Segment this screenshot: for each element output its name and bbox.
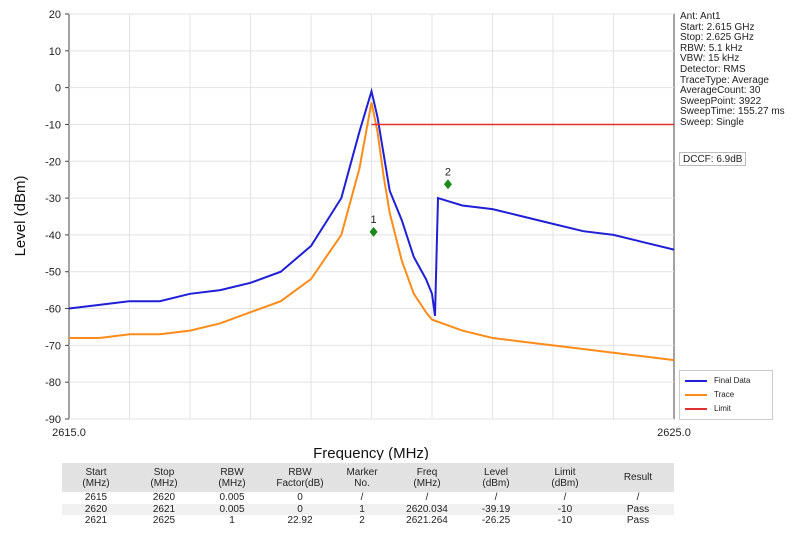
table-header-row: Start (MHz) Stop (MHz) RBW (MHz) RBW Factor(dB)… — [62, 463, 674, 492]
table-cell: -26.25 — [481, 515, 511, 527]
grid-lines — [69, 13, 674, 420]
table-cell: 2625 — [152, 515, 176, 527]
table-cell: / — [636, 492, 640, 504]
legend-label: Trace — [714, 390, 735, 399]
series-line-1 — [68, 87, 675, 317]
table-header-cell: Freq (MHz) — [390, 463, 464, 492]
y-tick-label: -70 — [45, 340, 61, 352]
table-cell: 2620 — [62, 503, 130, 515]
table-cell: 0 — [266, 503, 334, 515]
marker-2-symbol — [443, 179, 452, 190]
info-line: Start: 2.615 GHz — [680, 21, 755, 33]
table-cell: / — [360, 492, 364, 504]
marker-2-label: 2 — [445, 166, 451, 178]
y-tick-label: -40 — [45, 230, 61, 242]
table-header-cell: Result — [602, 463, 674, 492]
x-tick-label: 2625.0 — [657, 427, 691, 439]
marker-1-label: 1 — [370, 214, 376, 226]
legend-swatch — [685, 380, 707, 382]
table-cell: 2621 — [130, 503, 198, 515]
legend-swatch — [685, 408, 707, 410]
table-cell: -10 — [557, 515, 573, 527]
table-cell: Pass — [626, 515, 650, 527]
table-cell: 2620.034 — [390, 503, 464, 515]
chart-legend: Final Data Trace Limit — [679, 370, 773, 420]
table-cell: 2621.264 — [406, 515, 448, 527]
table-cell: 2 — [359, 515, 365, 527]
table-cell: 0 — [297, 492, 303, 504]
table-cell: 22.92 — [287, 515, 313, 527]
series-layer — [68, 87, 675, 362]
table-header-cell: Limit (dBm) — [528, 463, 602, 492]
y-tick-label: -30 — [45, 193, 61, 205]
series-line-2 — [69, 102, 675, 362]
table-cell: / — [494, 492, 498, 504]
table-cell: 1 — [229, 515, 235, 527]
marker-layer: 12 — [369, 166, 452, 237]
legend-swatch — [685, 394, 707, 396]
dccf-label: DCCF: 6.9dB — [679, 152, 747, 166]
table-cell: -10 — [528, 503, 602, 515]
y-tick-label: 10 — [49, 46, 61, 58]
y-tick-label: -10 — [45, 119, 61, 131]
table-header-cell: RBW (MHz) — [198, 463, 266, 492]
result-table: Start (MHz) Stop (MHz) RBW (MHz) RBW Factor(dB)… — [62, 463, 674, 527]
table-cell: 0.005 — [219, 492, 245, 504]
y-tick-label: 20 — [49, 9, 61, 21]
info-line: Sweep: Single — [680, 116, 744, 128]
table-header-cell: RBW Factor(dB) — [266, 463, 334, 492]
y-tick-label: -60 — [45, 304, 61, 316]
y-tick-label: -50 — [45, 267, 61, 279]
table-cell: Pass — [602, 503, 674, 515]
info-line: SweepTime: 155.27 ms — [680, 106, 785, 118]
measurement-info-panel: Ant: Ant1 Start: 2.615 GHz Stop: 2.625 GHz… — [680, 11, 808, 129]
info-line: RBW: 5.1 kHz — [680, 42, 743, 54]
info-line: Stop: 2.625 GHz — [680, 32, 754, 44]
legend-label: Final Data — [714, 376, 751, 385]
table-row: 2615 2620 0.005 0 / / / / / — [62, 492, 674, 504]
table-row: 2620 2621 0.005 0 1 2620.034 -39.19 -10 Pass — [62, 503, 674, 515]
y-tick-label: -20 — [45, 156, 61, 168]
info-line: TraceType: Average — [680, 74, 769, 86]
legend-label: Limit — [714, 404, 731, 413]
table-body: 2615 2620 0.005 0// / //2620 2621 0.005 0 1 2620.0… — [62, 492, 674, 527]
marker-1-symbol — [369, 226, 378, 237]
table-cell: / — [563, 492, 567, 504]
table-cell: 1 — [334, 503, 390, 515]
table-cell: / — [425, 492, 429, 504]
y-axis-title: Level (dBm) — [12, 176, 29, 257]
table-header-cell: Marker No. — [334, 463, 390, 492]
x-tick-label: 2615.0 — [52, 427, 86, 439]
info-line: VBW: 15 kHz — [680, 53, 740, 65]
info-line: Ant: Ant1 — [680, 11, 721, 22]
info-line: SweepPoint: 3922 — [680, 95, 762, 107]
info-line: AverageCount: 30 — [680, 85, 761, 97]
table-cell: 2621 — [84, 515, 108, 527]
y-tick-label: -80 — [45, 377, 61, 389]
table-cell: 2620 — [152, 492, 176, 504]
table-header-cell: Level (dBm) — [464, 463, 528, 492]
info-line: Detector: RMS — [680, 63, 746, 75]
table-header-cell: Stop (MHz) — [130, 463, 198, 492]
table-row: 2621 2625 1 22.92 2 2621.264 -26.25 -10 Pass — [62, 515, 674, 527]
y-axis-ticks: 20 10 0 -10 -20 -30 -40 -50 -60 -70 -80 -90 — [45, 9, 69, 426]
table-cell: -39.19 — [464, 503, 528, 515]
table-cell: 0.005 — [198, 503, 266, 515]
x-axis-title: Frequency (MHz) — [313, 445, 429, 460]
table-cell: 2615 — [84, 492, 108, 504]
table-header-cell: Start (MHz) — [62, 463, 130, 492]
y-tick-label: -90 — [45, 414, 61, 426]
x-axis-ticks: 2615.0 2625.0 — [52, 427, 691, 439]
y-tick-label: 0 — [55, 83, 61, 95]
